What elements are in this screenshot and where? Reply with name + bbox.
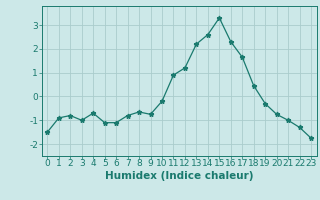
X-axis label: Humidex (Indice chaleur): Humidex (Indice chaleur) (105, 171, 253, 181)
